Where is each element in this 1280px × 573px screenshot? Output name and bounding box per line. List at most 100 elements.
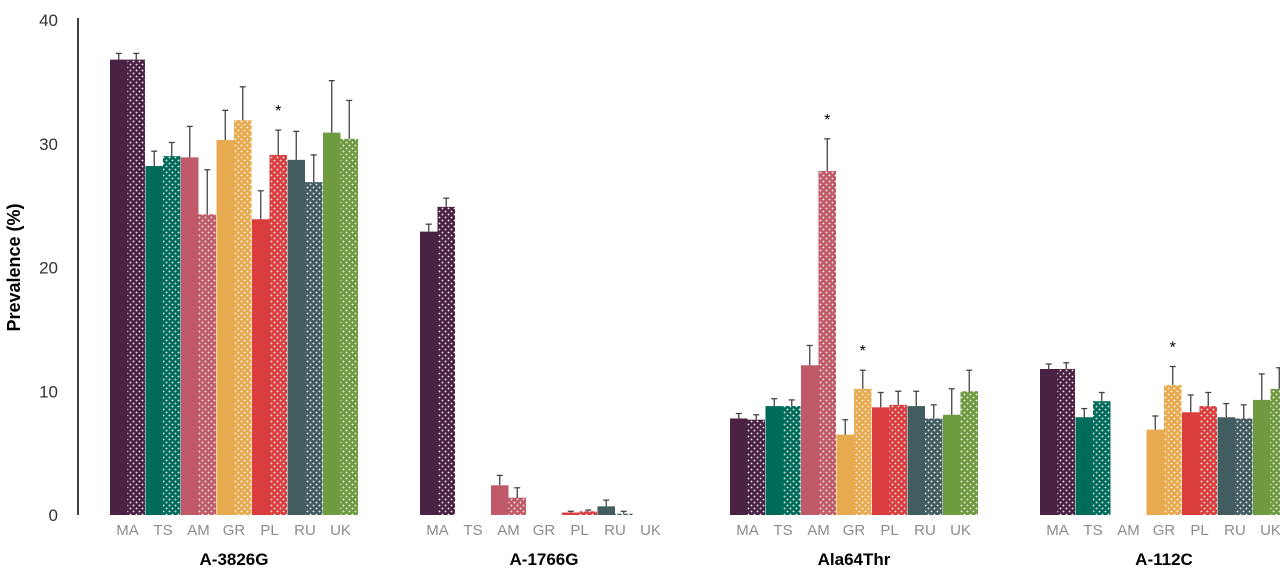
error-bar (133, 52, 140, 60)
category-label: TS (773, 522, 792, 539)
category-label: PL (1190, 522, 1208, 539)
error-bar (842, 419, 849, 435)
category-label: UK (330, 522, 351, 539)
bar-A-3826G-GR-solid (216, 140, 234, 515)
bar-A-1766G-AM-dotted (508, 497, 526, 515)
category-label: MA (116, 522, 139, 539)
bar-A-112C-TS-dotted (1093, 401, 1111, 515)
y-axis: 0 10 20 30 40 (39, 11, 79, 525)
error-bar (514, 487, 521, 498)
group-label: A-3826G (200, 550, 269, 569)
bar-Ala64Thr-AM-dotted (818, 170, 836, 515)
category-label: MA (736, 522, 759, 539)
bar-A-1766G-RU-dotted (615, 513, 633, 515)
error-bar (443, 197, 450, 207)
category-label: MA (1046, 522, 1069, 539)
group-label: A-112C (1135, 550, 1193, 569)
category-label: PL (260, 522, 278, 539)
category-label: UK (640, 522, 661, 539)
error-bar (1187, 394, 1194, 413)
error-bar (1205, 391, 1212, 407)
category-label: MA (426, 522, 449, 539)
bar-A-3826G-PL-solid (252, 219, 270, 516)
y-tick-label: 40 (39, 11, 58, 30)
error-bar (346, 99, 353, 139)
error-bar (585, 509, 592, 512)
bar-Ala64Thr-AM-solid (801, 365, 819, 515)
bar-A-112C-PL-solid (1182, 412, 1200, 515)
category-label: TS (1083, 522, 1102, 539)
error-bar (930, 404, 937, 419)
bar-A-112C-UK-solid (1253, 399, 1271, 515)
bar-Ala64Thr-GR-dotted (854, 388, 872, 515)
bar-A-112C-UK-dotted (1270, 388, 1280, 515)
bar-A-112C-GR-solid (1146, 429, 1164, 515)
y-tick-label: 0 (49, 506, 58, 525)
error-bar (806, 344, 813, 366)
error-bar (771, 398, 778, 407)
bar-A-3826G-RU-dotted (305, 182, 323, 516)
error-bar (620, 510, 627, 514)
error-bar (275, 129, 282, 155)
bar-Ala64Thr-UK-dotted (960, 391, 978, 515)
bar-A-1766G-AM-solid (491, 485, 509, 515)
error-bar (1081, 407, 1088, 418)
category-label: AM (187, 522, 210, 539)
error-bar (603, 499, 610, 507)
bar-Ala64Thr-UK-solid (943, 414, 961, 515)
error-bar (1152, 415, 1159, 430)
bar-Ala64Thr-TS-dotted (783, 406, 801, 515)
bar-A-112C-MA-solid (1040, 368, 1058, 515)
category-label: UK (1260, 522, 1280, 539)
error-bar (222, 109, 229, 141)
significance-star: * (860, 343, 866, 360)
category-label: AM (1117, 522, 1140, 539)
group-label: A-1766G (510, 550, 579, 569)
error-bar (1240, 404, 1247, 419)
error-bar (425, 223, 432, 232)
bar-Ala64Thr-GR-solid (836, 434, 854, 515)
category-label: GR (533, 522, 556, 539)
bar-A-3826G-AM-dotted (198, 214, 216, 515)
y-axis-label: Prevalence (%) (4, 203, 24, 331)
bar-A-3826G-AM-solid (181, 157, 199, 516)
category-label: AM (807, 522, 830, 539)
category-label: RU (914, 522, 936, 539)
bar-Ala64Thr-TS-solid (765, 406, 783, 515)
bar-Ala64Thr-MA-dotted (747, 419, 765, 515)
bar-A-3826G-PL-dotted (269, 154, 287, 515)
error-bar (328, 79, 335, 133)
error-bar (895, 390, 902, 405)
error-bar (1223, 402, 1230, 418)
bar-A-112C-RU-solid (1217, 417, 1235, 515)
bars-layer (110, 52, 1280, 516)
labels-layer: MA TS AM GR * PL RU UK A-3826G MA TS AM GR PL RU UK A-17… (116, 103, 1280, 569)
bar-A-3826G-UK-dotted (340, 138, 358, 516)
category-label: PL (570, 522, 588, 539)
error-bar (1258, 373, 1265, 400)
bar-Ala64Thr-PL-dotted (889, 404, 907, 515)
significance-star: * (824, 112, 830, 129)
error-bar (1045, 363, 1052, 369)
error-bar (966, 369, 973, 392)
error-bar (115, 52, 122, 60)
error-bar (948, 388, 955, 415)
category-label: UK (950, 522, 971, 539)
error-bar (1276, 367, 1280, 389)
error-bar (257, 190, 264, 220)
error-bar (293, 130, 300, 160)
bar-A-3826G-GR-dotted (234, 120, 252, 516)
error-bar (1098, 391, 1105, 402)
bar-A-1766G-PL-dotted (579, 511, 597, 515)
bar-A-1766G-MA-dotted (437, 206, 455, 516)
error-bar (310, 154, 317, 183)
category-label: AM (497, 522, 520, 539)
bar-A-112C-MA-dotted (1057, 368, 1075, 515)
bar-A-3826G-UK-solid (323, 132, 341, 516)
error-bar (824, 138, 831, 171)
y-tick-label: 20 (39, 259, 58, 278)
bar-Ala64Thr-PL-solid (872, 407, 890, 515)
error-bar (735, 412, 742, 419)
category-label: GR (1153, 522, 1176, 539)
